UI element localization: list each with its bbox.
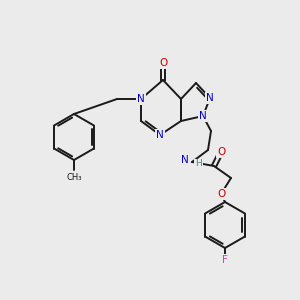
Text: CH₃: CH₃ bbox=[66, 173, 82, 182]
Text: O: O bbox=[159, 58, 167, 68]
Text: N: N bbox=[181, 155, 189, 165]
Text: N: N bbox=[199, 111, 207, 121]
Text: N: N bbox=[206, 93, 214, 103]
Text: F: F bbox=[222, 255, 228, 265]
Text: N: N bbox=[137, 94, 145, 104]
Text: N: N bbox=[156, 130, 164, 140]
Text: O: O bbox=[217, 147, 225, 157]
Text: H: H bbox=[195, 160, 202, 169]
Text: O: O bbox=[217, 189, 225, 199]
